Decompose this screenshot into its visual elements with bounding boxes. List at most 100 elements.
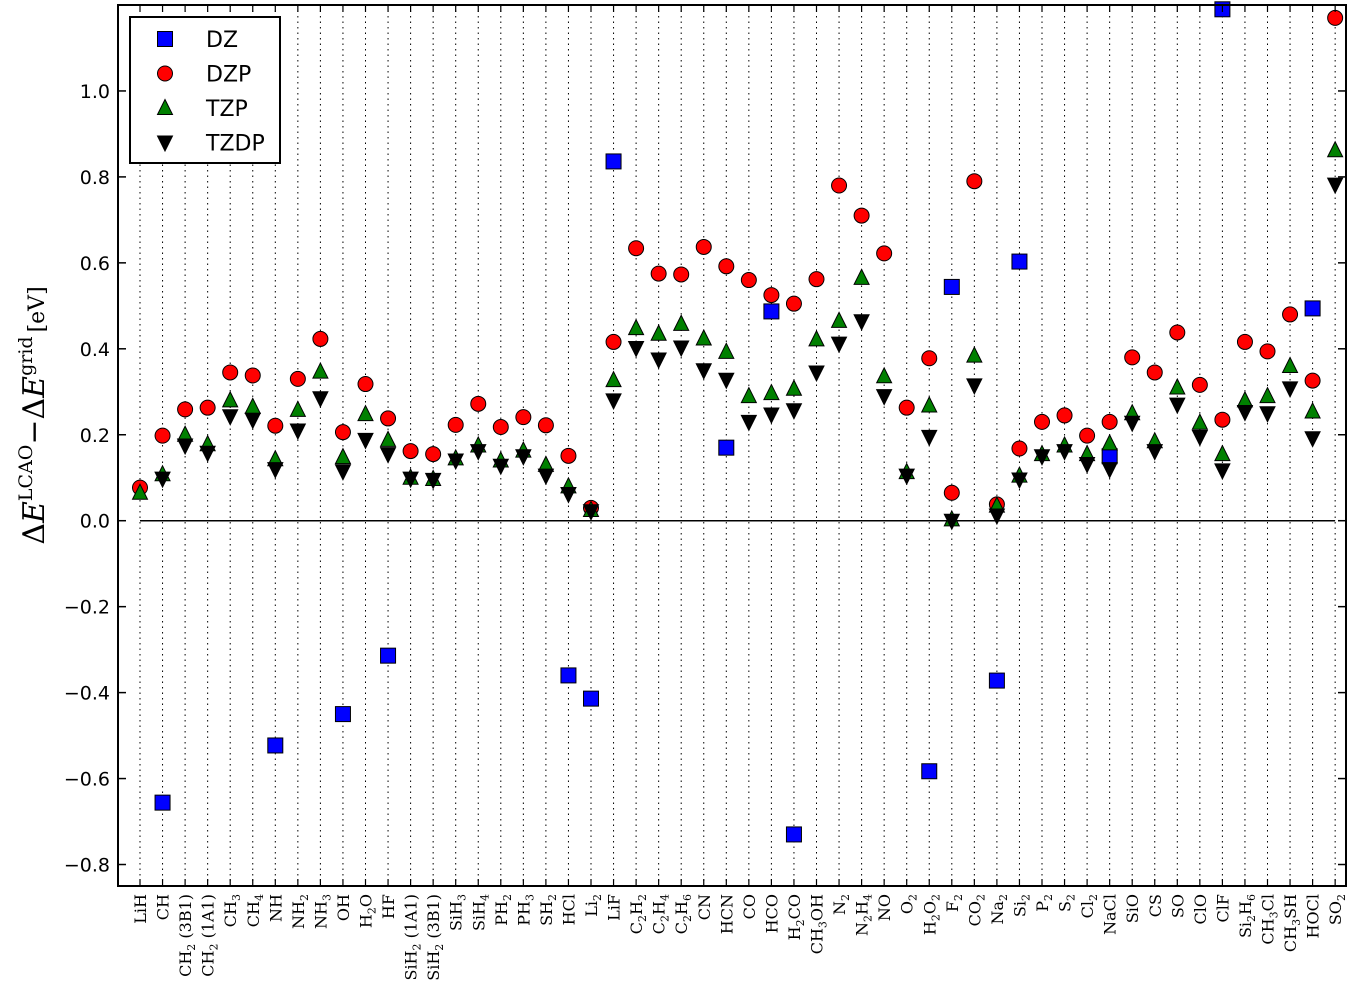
point-dz-li2 [583,690,599,707]
point-dzp-hf [380,410,397,427]
x-tick-label-subscript: 2 [907,894,920,901]
x-tick-label-subscript: 6 [1245,894,1258,901]
x-tick-label-clo: ClO [1191,894,1210,924]
point-tzdp-o2 [898,468,916,486]
point-tzp-so2 [1326,140,1344,158]
point-tzdp-c2h2 [627,340,645,358]
x-tick-label-part: S [1056,901,1075,912]
x-tick-label-ch3cl: CH3Cl [1259,894,1281,945]
point-tzdp-nh2 [289,423,307,441]
x-tick-label-part: (3B1) [424,894,443,944]
x-tick-label-cl2: Cl2 [1078,894,1100,918]
point-tzp-so [1168,377,1186,395]
point-tzdp-ph3 [515,449,532,466]
point-dzp-nh2 [289,370,306,387]
y-tick-label: 0.8 [80,167,110,189]
point-dzp-sih2-1a1 [402,443,419,460]
x-tick-label-n2h4: N2H4 [853,894,875,936]
x-tick-label-oh: OH [334,894,353,921]
point-tzp-co2 [966,346,983,363]
y-tick-label: 0.6 [80,253,110,275]
point-tzp-c2h6 [672,314,690,331]
point-dzp-f2 [943,484,960,501]
point-dzp-h2o2 [921,350,938,367]
x-tick-label-part: C [627,922,646,934]
x-tick-label-part: O [898,901,917,914]
ylabel-minus: − [17,419,52,444]
y-axis-label: ΔELCAO−ΔEgrid[eV] [15,286,52,544]
x-tick-label-part: H [357,914,376,928]
point-dzp-s2 [1056,407,1073,424]
point-tzp-nacl [1101,433,1118,451]
x-tick-label-subscript: 2 [794,919,807,926]
point-tzdp-hco [763,407,780,425]
point-dzp-sih3 [447,416,464,433]
point-tzdp-so [1168,397,1186,415]
point-dzp-cl2 [1079,427,1096,444]
point-dzp-si2h6 [1236,333,1253,350]
x-tick-label-part: SH [537,901,556,926]
point-tzp-cn [695,328,713,346]
x-tick-label-ph3: PH3 [514,894,536,926]
point-tzp-no [875,366,893,384]
legend-marker-dz [157,31,173,47]
ylabel-delta-1: Δ [17,523,52,545]
x-tick-label-subscript: 2 [1065,894,1078,901]
x-tick-label-ch2-1a1: CH2 (1A1) [199,894,221,977]
point-dzp-n2h4 [853,207,870,224]
x-tick-label-part: (1A1) [199,894,218,943]
point-tzp-ch3 [221,390,239,408]
x-tick-label-subscript: 2 [929,894,942,901]
point-dzp-so2 [1327,9,1344,26]
x-tick-label-part: LiH [131,894,150,924]
point-tzdp-h2o2 [920,429,938,447]
x-tick-label-sio: SiO [1123,894,1142,923]
x-tick-label-part: NH [289,901,308,929]
point-tzdp-ch2-3b1 [176,438,194,456]
point-tzdp-sio [1123,415,1141,433]
point-tzp-lih [131,483,149,500]
y-axis: −0.8 −0.6 −0.4 −0.2 0.0 0.2 0.4 0.6 0.8 1.0 [64,81,1346,877]
x-tick-label-sih4: SiH4 [469,894,491,931]
x-tick-label-subscript: 2 [636,915,649,922]
x-tick-label-part: Cl [1078,901,1097,918]
x-tick-label-subscript: 3 [320,894,333,901]
point-dzp-clf [1214,411,1231,428]
x-tick-label-part: CH [1259,918,1278,944]
point-dzp-h2co [785,295,802,312]
x-tick-label-subscript: 2 [974,894,987,901]
x-tick-label-part: O [920,901,939,914]
x-tick-label-s2: S2 [1056,894,1078,912]
point-tzdp-co2 [966,378,983,395]
x-tick-label-hcl: HCl [559,894,578,925]
point-tzdp-h2co [785,403,803,420]
x-tick-label-co: CO [740,894,759,919]
x-tick-label-subscript: 2 [1335,894,1348,901]
x-tick-label-subscript: 2 [997,894,1010,901]
point-tzp-hf [379,430,397,447]
point-dzp-hcl [560,447,577,464]
x-tick-label-part: C [672,922,691,934]
point-tzdp-cs [1146,444,1164,461]
x-tick-label-part: HF [379,894,398,919]
x-tick-label-part: CS [1146,894,1165,917]
x-tick-label-part: LiF [605,894,624,921]
point-dzp-ch3cl [1259,343,1276,360]
x-tick-label-part: OH [334,894,353,921]
point-tzdp-ph2 [492,458,510,476]
point-dz-lif [605,153,622,170]
point-tzdp-sih3 [447,453,465,471]
point-dzp-o2 [898,399,915,416]
x-tick-label-part: N [853,922,872,936]
x-tick-label-ch: CH [154,894,173,920]
point-tzdp-hcn [717,372,735,390]
y-tick-label: 1.0 [80,81,110,103]
point-tzp-hocl [1304,401,1321,419]
point-tzdp-hcl [560,487,577,504]
point-dzp-ch2-3b1 [177,401,194,418]
x-tick-label-subscript: 3 [817,921,830,928]
x-tick-label-part: SiH [424,951,443,981]
x-tick-label-part: CH [176,951,195,977]
point-tzdp-so2 [1326,177,1344,195]
